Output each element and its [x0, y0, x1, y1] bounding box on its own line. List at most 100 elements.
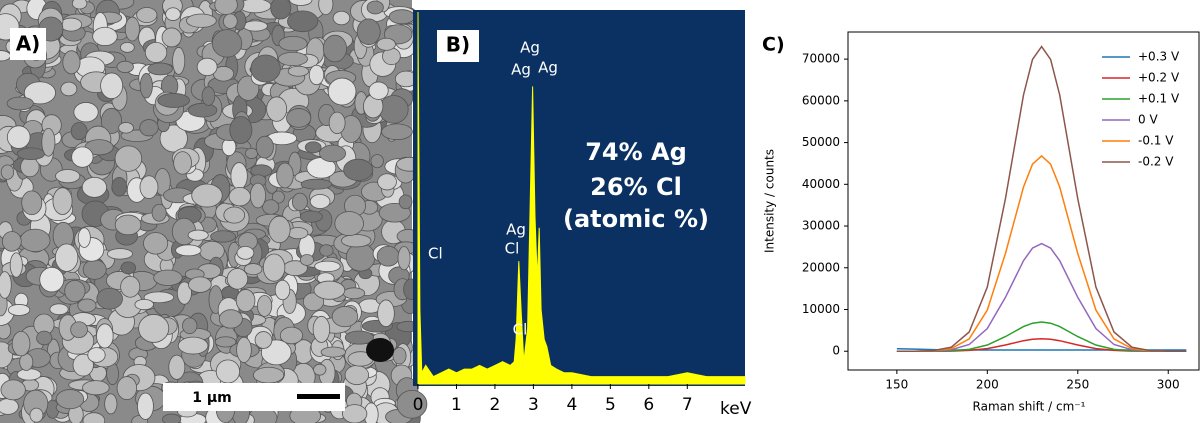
grain: [178, 337, 208, 354]
annotation: (atomic %): [563, 205, 709, 233]
grain: [398, 246, 410, 269]
grain: [257, 295, 271, 316]
grain: [83, 260, 106, 280]
grain: [323, 35, 346, 62]
x-tick-label: 200: [976, 378, 999, 392]
x-tick-label: 7: [682, 395, 693, 415]
grain: [310, 195, 330, 209]
grain: [377, 38, 396, 50]
legend-label: -0.2 V: [1138, 155, 1174, 169]
grain: [314, 281, 345, 299]
annotation: 74% Ag: [585, 138, 687, 166]
grain: [313, 316, 330, 342]
grain: [230, 116, 252, 143]
grain: [60, 18, 81, 31]
grain: [229, 187, 251, 206]
grain: [162, 414, 180, 423]
grain: [121, 262, 136, 274]
grain: [321, 347, 346, 357]
x-tick-label: 150: [885, 378, 908, 392]
grain: [17, 148, 45, 160]
grain: [63, 51, 80, 74]
grain: [53, 188, 72, 215]
grain: [224, 207, 245, 223]
grain: [202, 87, 215, 106]
grain: [72, 147, 93, 167]
grain: [140, 73, 152, 98]
grain: [120, 42, 134, 52]
x-tick-label: 0: [413, 395, 424, 415]
y-tick-label: 40000: [802, 177, 840, 191]
annotation: Ag: [511, 61, 531, 79]
y-tick-label: 50000: [802, 135, 840, 149]
y-tick-label: 10000: [802, 302, 840, 316]
grain: [121, 276, 140, 297]
grain: [231, 163, 247, 190]
grain: [309, 65, 324, 85]
panel-label: C): [762, 34, 785, 56]
grain: [50, 304, 68, 315]
grain: [237, 246, 254, 259]
grain: [271, 0, 291, 19]
grain: [219, 310, 242, 328]
y-tick-label: 20000: [802, 260, 840, 274]
grain: [78, 299, 96, 312]
grain: [320, 245, 333, 257]
grain: [162, 28, 181, 47]
grain: [2, 231, 21, 251]
grain: [117, 377, 137, 400]
grain: [82, 177, 106, 197]
grain: [154, 270, 183, 285]
y-tick-label: 60000: [802, 93, 840, 107]
grain: [378, 300, 395, 327]
legend-label: +0.1 V: [1138, 92, 1180, 106]
grain: [288, 228, 308, 239]
grain: [0, 399, 18, 415]
x-tick-label: 1: [451, 395, 462, 415]
grain: [371, 155, 383, 168]
grain: [382, 124, 413, 140]
annotation: Ag: [520, 39, 540, 57]
grain: [140, 176, 158, 199]
grain: [377, 246, 399, 266]
grain: [17, 369, 41, 380]
grain: [223, 14, 237, 29]
grain: [97, 288, 123, 309]
grain: [107, 249, 132, 260]
sem-image: [0, 0, 427, 423]
grain: [37, 331, 52, 345]
annotation: Cl: [513, 321, 528, 339]
grain: [245, 148, 257, 158]
legend-label: 0 V: [1138, 113, 1158, 127]
grain: [389, 10, 414, 24]
grain: [78, 228, 90, 248]
grain: [188, 277, 211, 293]
grain: [275, 280, 290, 300]
y-axis-label: Intensity / counts: [763, 149, 777, 253]
grain: [344, 159, 373, 180]
grain: [197, 58, 217, 75]
x-tick-label: 5: [605, 395, 616, 415]
grain: [1, 165, 14, 179]
grain: [74, 102, 98, 121]
grain: [182, 318, 196, 334]
grain: [301, 179, 332, 189]
grain: [115, 215, 141, 235]
grain: [342, 405, 367, 423]
grain: [369, 82, 388, 99]
grain: [256, 136, 273, 158]
legend-label: -0.1 V: [1138, 134, 1174, 148]
annotation: Ag: [538, 59, 558, 77]
grain: [315, 261, 341, 271]
grain: [0, 272, 11, 299]
grain: [287, 11, 317, 32]
grain: [186, 14, 216, 27]
grain: [243, 21, 267, 31]
grain: [399, 195, 412, 209]
annotation: Cl: [428, 245, 443, 263]
grain: [65, 280, 85, 301]
grain: [346, 243, 375, 271]
grain: [237, 337, 252, 362]
grain: [188, 103, 217, 117]
y-tick-label: 30000: [802, 219, 840, 233]
